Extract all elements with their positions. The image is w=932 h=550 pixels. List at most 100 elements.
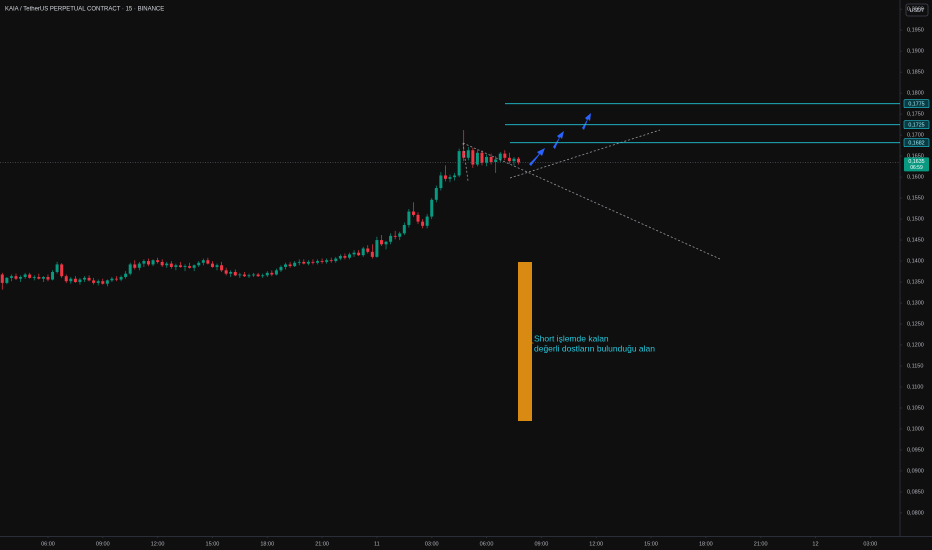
candle-body bbox=[270, 272, 274, 275]
candle-body bbox=[165, 263, 169, 266]
x-tick-label: 11 bbox=[374, 541, 380, 547]
candle-body bbox=[242, 274, 246, 277]
x-tick-label: 09:00 bbox=[534, 541, 548, 547]
level-label: 0,1775 bbox=[908, 101, 924, 107]
candle-body bbox=[156, 260, 160, 262]
x-tick-label: 12 bbox=[812, 541, 818, 547]
countdown: 06:59 bbox=[910, 165, 923, 171]
x-tick-label: 06:00 bbox=[41, 541, 55, 547]
candle-body bbox=[5, 277, 9, 283]
candle-body bbox=[288, 264, 292, 267]
x-tick-label: 03:00 bbox=[863, 541, 877, 547]
candle-body bbox=[453, 175, 457, 178]
candle-body bbox=[389, 235, 393, 242]
candle-body bbox=[256, 274, 260, 277]
candle-body bbox=[215, 265, 219, 267]
candle-body bbox=[206, 260, 210, 264]
candle-body bbox=[233, 271, 237, 276]
candle-body bbox=[370, 251, 374, 257]
y-tick-label: 0,0950 bbox=[907, 447, 924, 453]
candle-body bbox=[485, 156, 489, 163]
candle-body bbox=[293, 262, 297, 267]
candle-body bbox=[201, 260, 205, 263]
candle-body bbox=[284, 264, 288, 267]
x-tick-label: 03:00 bbox=[425, 541, 439, 547]
candle-body bbox=[407, 211, 411, 225]
candle-body bbox=[73, 278, 77, 283]
candle-body bbox=[343, 256, 347, 258]
annotation-text: değerli dostların bulunduğu alan bbox=[534, 343, 655, 353]
candle-body bbox=[151, 260, 155, 265]
candle-body bbox=[87, 277, 91, 281]
candle-body bbox=[480, 152, 484, 163]
candle-body bbox=[128, 264, 132, 274]
arrow bbox=[582, 113, 591, 130]
y-tick-label: 0,1200 bbox=[907, 342, 924, 348]
y-tick-label: 0,1100 bbox=[907, 384, 923, 390]
y-tick-label: 0,1700 bbox=[907, 133, 924, 139]
candle-body bbox=[178, 265, 182, 267]
candle-body bbox=[384, 241, 388, 245]
x-tick-label: 18:00 bbox=[260, 541, 274, 547]
candle-body bbox=[55, 264, 59, 272]
candle-body bbox=[352, 252, 356, 255]
candle-body bbox=[238, 274, 242, 276]
candle-body bbox=[279, 266, 283, 271]
candle-body bbox=[443, 175, 447, 179]
candle-body bbox=[338, 256, 342, 259]
candle-body bbox=[247, 275, 251, 277]
candle-body bbox=[302, 261, 306, 264]
y-tick-label: 0,1050 bbox=[907, 405, 924, 411]
candle-body bbox=[265, 272, 269, 276]
last-price-box bbox=[904, 157, 929, 172]
y-tick-label: 0,1850 bbox=[907, 70, 924, 76]
candle-body bbox=[96, 281, 100, 283]
x-tick-label: 15:00 bbox=[206, 541, 220, 547]
candle-body bbox=[512, 158, 516, 162]
candle-body bbox=[517, 158, 521, 163]
arrow bbox=[553, 131, 564, 149]
candle-body bbox=[14, 276, 18, 279]
zone-rect bbox=[518, 262, 532, 421]
x-tick-label: 18:00 bbox=[699, 541, 713, 547]
candle-body bbox=[471, 150, 475, 165]
candle-body bbox=[507, 157, 511, 162]
y-tick-label: 0,1550 bbox=[907, 196, 924, 202]
candle-body bbox=[9, 276, 13, 278]
level-label: 0,1725 bbox=[908, 122, 924, 128]
candle-body bbox=[183, 266, 187, 267]
y-tick-label: 0,0800 bbox=[907, 510, 924, 516]
candle-body bbox=[325, 260, 329, 262]
unit-label[interactable]: USDT bbox=[910, 8, 926, 14]
candle-body bbox=[119, 277, 123, 280]
y-tick-label: 0,2000 bbox=[907, 7, 924, 13]
candle-body bbox=[210, 263, 214, 267]
x-tick-label: 15:00 bbox=[644, 541, 658, 547]
candle-body bbox=[60, 264, 64, 277]
candle-body bbox=[188, 266, 192, 268]
candle-body bbox=[19, 277, 23, 279]
unit-button[interactable] bbox=[905, 3, 929, 17]
candle-body bbox=[41, 277, 45, 279]
y-tick-label: 0,1650 bbox=[907, 154, 924, 160]
candle-body bbox=[361, 248, 365, 256]
candle-body bbox=[311, 261, 315, 263]
candle-body bbox=[379, 240, 383, 245]
candle-body bbox=[489, 156, 493, 163]
candle-body bbox=[23, 274, 27, 278]
candle-body bbox=[421, 221, 425, 226]
level-label-box bbox=[903, 138, 930, 148]
candle-body bbox=[347, 254, 351, 258]
y-tick-label: 0,1350 bbox=[907, 280, 924, 286]
level-label-box bbox=[903, 120, 930, 129]
candle-body bbox=[133, 264, 137, 268]
x-tick-label: 21:00 bbox=[754, 541, 768, 547]
candle-body bbox=[220, 265, 224, 271]
candle-body bbox=[51, 271, 55, 280]
candle-body bbox=[174, 265, 178, 267]
y-tick-label: 0,1900 bbox=[907, 49, 924, 55]
chart-title: KAIA / TetherUS PERPETUAL CONTRACT · 15 … bbox=[5, 7, 164, 13]
x-tick-label: 09:00 bbox=[96, 541, 110, 547]
candle-body bbox=[114, 278, 118, 280]
arrow bbox=[529, 148, 545, 166]
